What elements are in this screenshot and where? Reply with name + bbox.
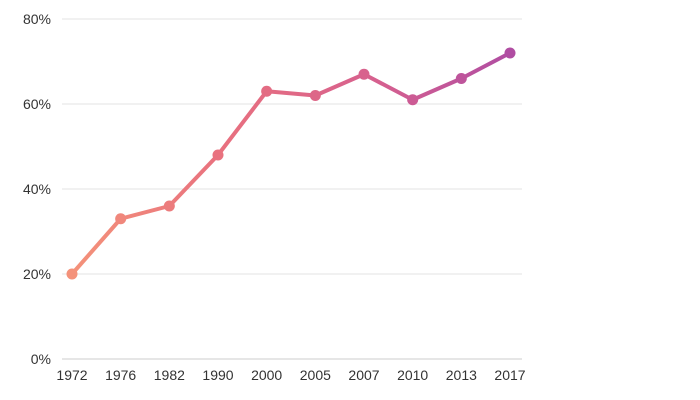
- x-tick-label: 2013: [446, 367, 477, 383]
- x-tick-label: 1990: [202, 367, 233, 383]
- data-point: [309, 90, 321, 101]
- data-point: [407, 94, 419, 106]
- x-tick-label: 1982: [154, 367, 185, 383]
- y-tick-label: 40%: [23, 181, 51, 197]
- data-point: [261, 85, 273, 97]
- y-axis-tick-labels: 0% 20% 40% 60% 80%: [23, 11, 51, 367]
- series-line-group: [70, 51, 512, 276]
- x-tick-label: 2007: [348, 367, 379, 383]
- y-tick-label: 80%: [23, 11, 51, 27]
- data-points-group: [66, 47, 516, 280]
- y-tick-label: 0%: [31, 351, 51, 367]
- data-point: [115, 213, 127, 225]
- data-point: [212, 149, 224, 161]
- y-tick-label: 60%: [23, 96, 51, 112]
- x-tick-label: 1972: [56, 367, 87, 383]
- data-point: [504, 47, 516, 59]
- x-tick-label: 1976: [105, 367, 136, 383]
- series-line: [70, 51, 512, 276]
- data-point: [163, 200, 175, 212]
- y-tick-label: 20%: [23, 266, 51, 282]
- gridlines: [62, 18, 522, 360]
- x-tick-label: 2000: [251, 367, 282, 383]
- x-tick-label: 2017: [494, 367, 525, 383]
- data-point: [358, 68, 370, 80]
- x-tick-label: 2010: [397, 367, 428, 383]
- data-point: [455, 73, 467, 84]
- x-axis-tick-labels: 1972 1976 1982 1990 2000 2005 2007 2010 2013 2017: [56, 367, 525, 383]
- x-tick-label: 2005: [300, 367, 331, 383]
- data-point: [66, 268, 78, 280]
